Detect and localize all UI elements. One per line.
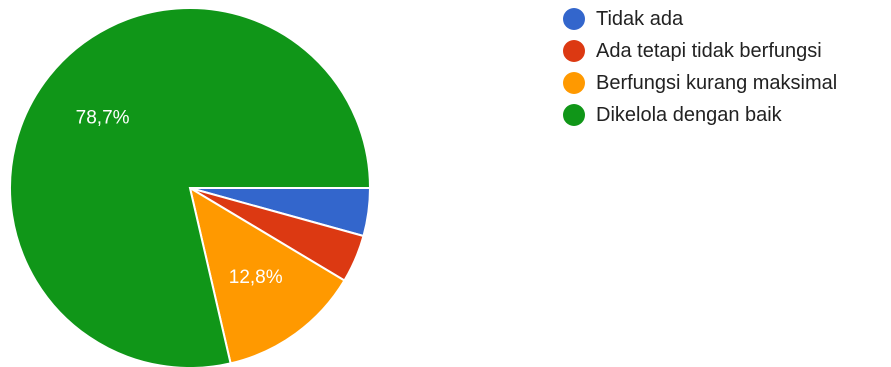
pie-data-labels: 12,8% 78,7% xyxy=(76,108,283,289)
legend-item-ada-tetapi-tidak-berfungsi[interactable]: Ada tetapi tidak berfungsi xyxy=(563,35,837,67)
legend-swatch-tidak-ada xyxy=(563,8,585,30)
legend-swatch-ada-tetapi-tidak-berfungsi xyxy=(563,40,585,62)
legend-label-tidak-ada: Tidak ada xyxy=(596,7,684,30)
pie-data-label-dikelola-dengan-baik: 78,7% xyxy=(76,108,130,129)
legend-item-berfungsi-kurang-maksimal[interactable]: Berfungsi kurang maksimal xyxy=(563,67,837,99)
pie-slices xyxy=(9,7,372,367)
pie-data-label-berfungsi-kurang-maksimal: 12,8% xyxy=(229,267,283,288)
pie-slice-berfungsi-kurang-maksimal[interactable] xyxy=(188,185,346,365)
legend-label-dikelola-dengan-baik: Dikelola dengan baik xyxy=(596,103,782,126)
chart-legend: Tidak ada Ada tetapi tidak berfungsi Ber… xyxy=(563,3,837,131)
legend-swatch-dikelola-dengan-baik xyxy=(563,104,585,126)
legend-label-ada-tetapi-tidak-berfungsi: Ada tetapi tidak berfungsi xyxy=(596,39,822,62)
legend-label-berfungsi-kurang-maksimal: Berfungsi kurang maksimal xyxy=(596,71,838,94)
legend-swatch-berfungsi-kurang-maksimal xyxy=(563,72,585,94)
pie-slice-dikelola-dengan-baik[interactable] xyxy=(9,7,372,367)
legend-item-tidak-ada[interactable]: Tidak ada xyxy=(563,3,837,35)
legend-item-dikelola-dengan-baik[interactable]: Dikelola dengan baik xyxy=(563,99,837,131)
